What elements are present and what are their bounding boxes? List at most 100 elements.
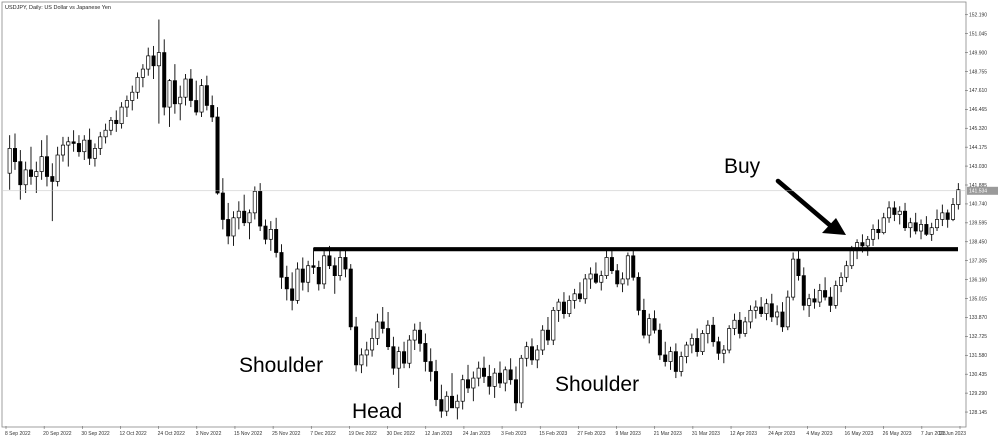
candle-bull (60, 144, 65, 156)
candle-bull (471, 377, 476, 389)
y-tick-label: 141.885 (969, 183, 987, 189)
candle-bull (844, 265, 849, 278)
candle-bear (497, 372, 502, 384)
candle-bear (593, 273, 598, 283)
y-tick-label: 131.580 (969, 353, 987, 359)
x-axis: 8 Sep 2022 20 Sep 2022 30 Sep 2022 12 Oct 2… (5, 426, 966, 437)
candle-bull (375, 321, 380, 339)
candle-bear (769, 303, 774, 318)
candle-bull (524, 346, 529, 359)
candle-bear (673, 351, 678, 372)
candle-bull (103, 129, 108, 138)
candle-bear (796, 258, 801, 276)
candle-bear (434, 371, 439, 400)
candle-bull (156, 52, 161, 67)
candle-bull (572, 293, 577, 301)
candle-bear (529, 346, 534, 361)
candle-bear (450, 395, 455, 409)
candle-bull (721, 349, 726, 354)
y-tick-label: 143.030 (969, 164, 987, 170)
y-tick-label: 128.145 (969, 410, 987, 416)
chart-title: USDJPY, Daily: US Dollar vs Japanese Yen (5, 5, 111, 11)
candle-bull (460, 379, 465, 402)
candle-bull (476, 367, 481, 379)
candle-bull (167, 80, 172, 108)
candle-bear (263, 225, 268, 240)
candle-bull (407, 339, 412, 364)
y-tick-label: 138.450 (969, 240, 987, 246)
candle-bull (940, 212, 945, 220)
candle-bear (903, 210, 908, 229)
x-tick-label: 20 Sep 2022 (43, 431, 72, 437)
candle-bear (759, 306, 764, 314)
candle-bear (274, 229, 279, 253)
candle-bull (540, 329, 545, 351)
candle-bull (306, 265, 311, 283)
candle-bear (300, 268, 305, 283)
candle-bull (775, 311, 780, 318)
candle-bear (114, 119, 119, 124)
candle-bear (636, 276, 641, 311)
candle-bull (338, 257, 343, 276)
candle-bull (359, 354, 364, 366)
candle-bull (247, 212, 252, 224)
candle-bull (647, 318, 652, 336)
candle-bear (327, 255, 332, 267)
candle-bear (50, 176, 55, 182)
candle-bear (348, 268, 353, 328)
candle-bull (82, 139, 87, 153)
y-tick-label: 132.725 (969, 334, 987, 340)
candle-bull (39, 156, 44, 172)
candle-bear (609, 257, 614, 272)
candle-bear (561, 301, 566, 314)
candle-bull (519, 357, 524, 404)
candle-bear (695, 338, 700, 352)
x-tick-label: 7 Dec 2022 (310, 431, 336, 437)
candle-bear (18, 161, 23, 186)
candle-bear (162, 52, 167, 108)
candle-bull (684, 344, 689, 357)
candle-bull (679, 356, 684, 372)
candle-bear (354, 326, 359, 366)
candle-bull (604, 257, 609, 276)
candle-bull (791, 258, 796, 298)
x-tick-label: 16 May 2023 (845, 431, 874, 437)
candle-bull (322, 255, 327, 285)
current-price-tag-bg (967, 186, 998, 195)
x-tick-label: 15 Nov 2022 (234, 431, 263, 437)
candle-bear (428, 361, 433, 372)
candle-bear (892, 207, 897, 215)
y-tick-label: 146.465 (969, 107, 987, 113)
candle-bear (657, 329, 662, 356)
candle-bull (444, 395, 449, 412)
x-tick-label: 19 Jun 2023 (938, 431, 966, 437)
candle-bear (316, 267, 321, 285)
candle-bull (295, 268, 300, 301)
candle-bull (492, 372, 497, 387)
candle-bull (503, 369, 508, 384)
candle-bear (391, 346, 396, 369)
candle-bull (268, 229, 273, 240)
x-tick-label: 12 Jan 2023 (425, 431, 453, 437)
candle-bull (620, 278, 625, 285)
candle-bull (849, 248, 854, 267)
candle-bull (807, 298, 812, 306)
candle-bull (199, 85, 204, 113)
candle-bull (871, 229, 876, 240)
candle-bull (748, 309, 753, 323)
x-tick-label: 26 May 2023 (883, 431, 912, 437)
candle-bear (615, 270, 620, 285)
candle-bull (236, 210, 241, 219)
candle-bear (641, 309, 646, 336)
candle-bull (135, 77, 140, 93)
candle-bear (194, 100, 199, 113)
candle-bull (588, 273, 593, 280)
candle-bull (146, 55, 151, 70)
candle-bull (98, 136, 103, 149)
x-tick-label: 9 Mar 2023 (616, 431, 642, 437)
candle-bear (663, 354, 668, 362)
right-shoulder-label: Shoulder (555, 373, 639, 396)
candle-bear (76, 143, 81, 153)
candle-bear (481, 367, 487, 377)
y-tick-label: 133.870 (969, 315, 987, 321)
